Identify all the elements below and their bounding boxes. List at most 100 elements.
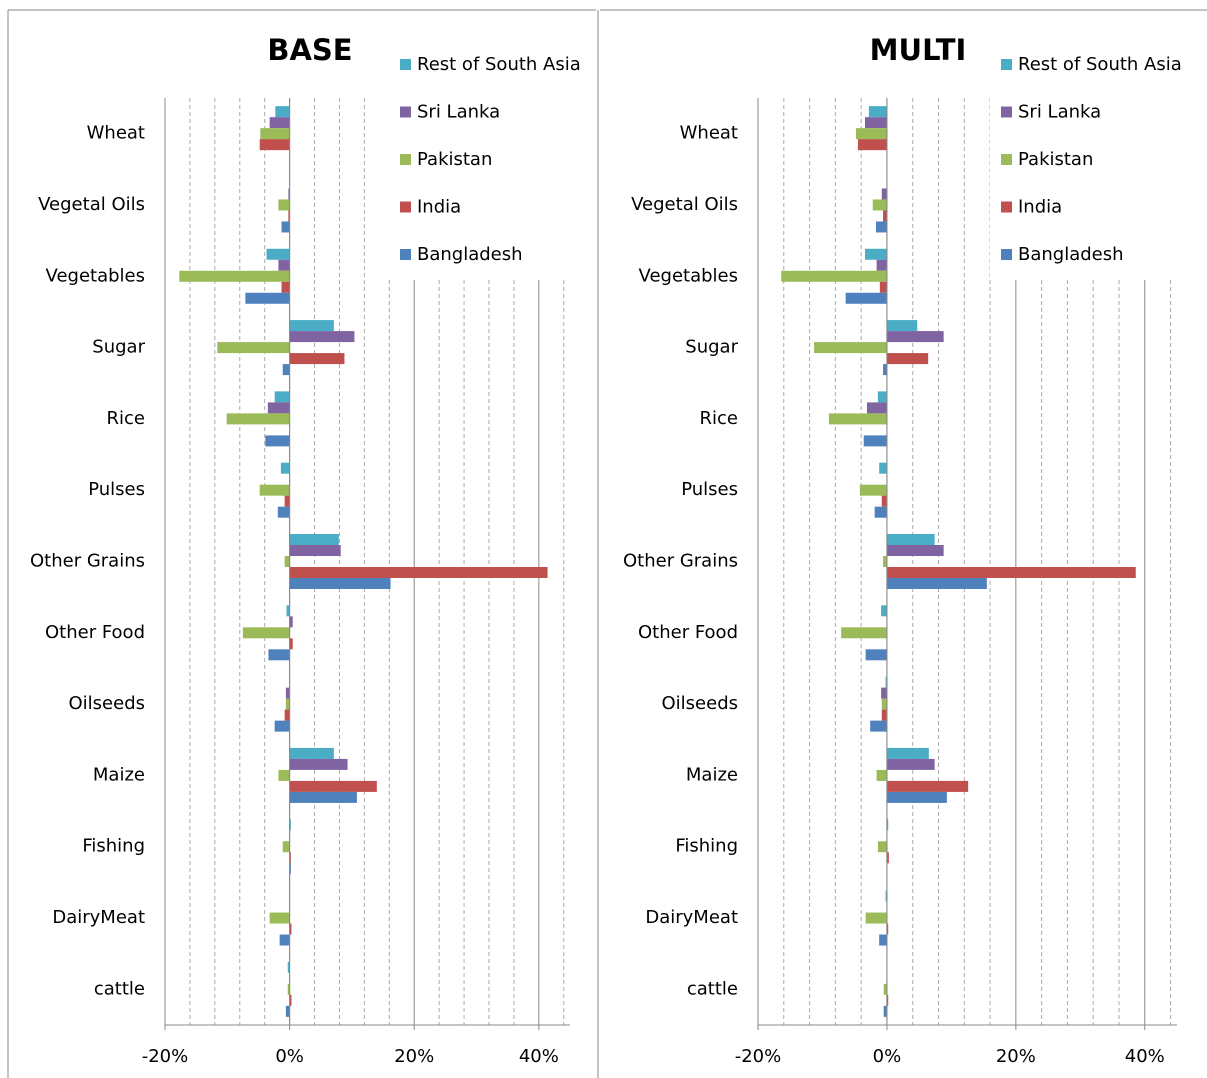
category-label: cattle (94, 978, 145, 999)
x-tick-label: 20% (394, 1046, 434, 1067)
bar (289, 923, 292, 935)
x-tick-label: -20% (735, 1046, 782, 1067)
bar (859, 484, 887, 496)
category-label: Pulses (681, 479, 738, 500)
bar (886, 923, 889, 935)
legend-label: Rest of South Asia (1018, 54, 1182, 75)
legend-background (388, 44, 588, 280)
bar (281, 281, 290, 293)
bar (883, 556, 887, 567)
category-label: Vegetal Oils (38, 194, 145, 215)
bar (781, 270, 887, 282)
legend-label: Sri Lanka (1018, 102, 1101, 123)
bar (289, 747, 334, 759)
bar (879, 934, 887, 946)
bar (881, 709, 887, 721)
bar (226, 413, 290, 425)
category-label: Wheat (87, 123, 145, 144)
bar (267, 402, 290, 414)
category-label: Oilseeds (662, 693, 739, 714)
bar (886, 852, 889, 864)
bar (289, 353, 345, 365)
bar (284, 709, 290, 721)
category-label: DairyMeat (645, 907, 738, 928)
x-tick-label: 20% (996, 1046, 1036, 1067)
bar (259, 139, 290, 151)
bar (289, 758, 348, 770)
bar (874, 506, 887, 518)
bar (277, 506, 290, 518)
bar (289, 791, 357, 803)
bar (883, 1005, 887, 1017)
bar (289, 780, 377, 792)
bar (886, 994, 889, 1006)
bar (868, 106, 887, 118)
bar (289, 578, 391, 589)
bar (865, 117, 887, 129)
bar (289, 638, 293, 650)
category-label: Rice (107, 408, 145, 429)
x-tick-label: 0% (873, 1046, 902, 1067)
bar (814, 342, 887, 354)
bar (886, 791, 947, 803)
bar (274, 391, 290, 403)
bar (886, 353, 929, 365)
bar (288, 210, 290, 222)
category-label: Other Food (45, 622, 145, 643)
bar (281, 221, 290, 233)
legend-swatch (400, 154, 411, 165)
bar (280, 462, 290, 474)
category-label: Rice (700, 408, 738, 429)
legend-swatch (1001, 201, 1012, 213)
bar (879, 462, 887, 474)
bar (886, 819, 889, 831)
legend-swatch (400, 201, 411, 213)
chart-title: BASE (267, 33, 352, 67)
bar (886, 747, 929, 759)
category-label: Fishing (82, 836, 145, 857)
bar (282, 841, 290, 853)
legend-label: Bangladesh (417, 244, 523, 265)
bar (881, 687, 887, 699)
bar (268, 649, 290, 661)
bar (883, 210, 887, 222)
bar (289, 545, 341, 556)
bar (285, 687, 290, 699)
bar (289, 819, 291, 831)
category-label: Other Grains (623, 551, 738, 572)
legend-label: Bangladesh (1018, 244, 1124, 265)
bar (269, 912, 290, 924)
bar (828, 413, 887, 425)
bar (881, 698, 887, 710)
legend-swatch (1001, 106, 1012, 118)
bar (855, 128, 887, 140)
x-tick-label: 40% (1125, 1046, 1165, 1067)
category-label: cattle (687, 978, 738, 999)
category-label: Fishing (675, 836, 738, 857)
bar (285, 1005, 290, 1017)
bar (866, 402, 887, 414)
bar (285, 698, 290, 710)
legend-label: India (417, 197, 461, 218)
category-label: Vegetal Oils (631, 194, 738, 215)
bar (857, 139, 887, 151)
bar (275, 106, 290, 118)
bar (845, 292, 887, 304)
bar (883, 983, 887, 995)
bar (259, 484, 290, 496)
bar (872, 199, 887, 211)
bar (288, 188, 290, 200)
bar (881, 188, 887, 200)
bar (841, 627, 887, 639)
legend-swatch (400, 249, 411, 260)
bar (886, 545, 944, 556)
legend-label: Pakistan (1018, 149, 1093, 170)
bar (286, 605, 290, 617)
bar (876, 769, 887, 781)
x-tick-label: 40% (519, 1046, 559, 1067)
bar (883, 364, 887, 376)
bar (242, 627, 290, 639)
category-label: Sugar (685, 337, 738, 358)
